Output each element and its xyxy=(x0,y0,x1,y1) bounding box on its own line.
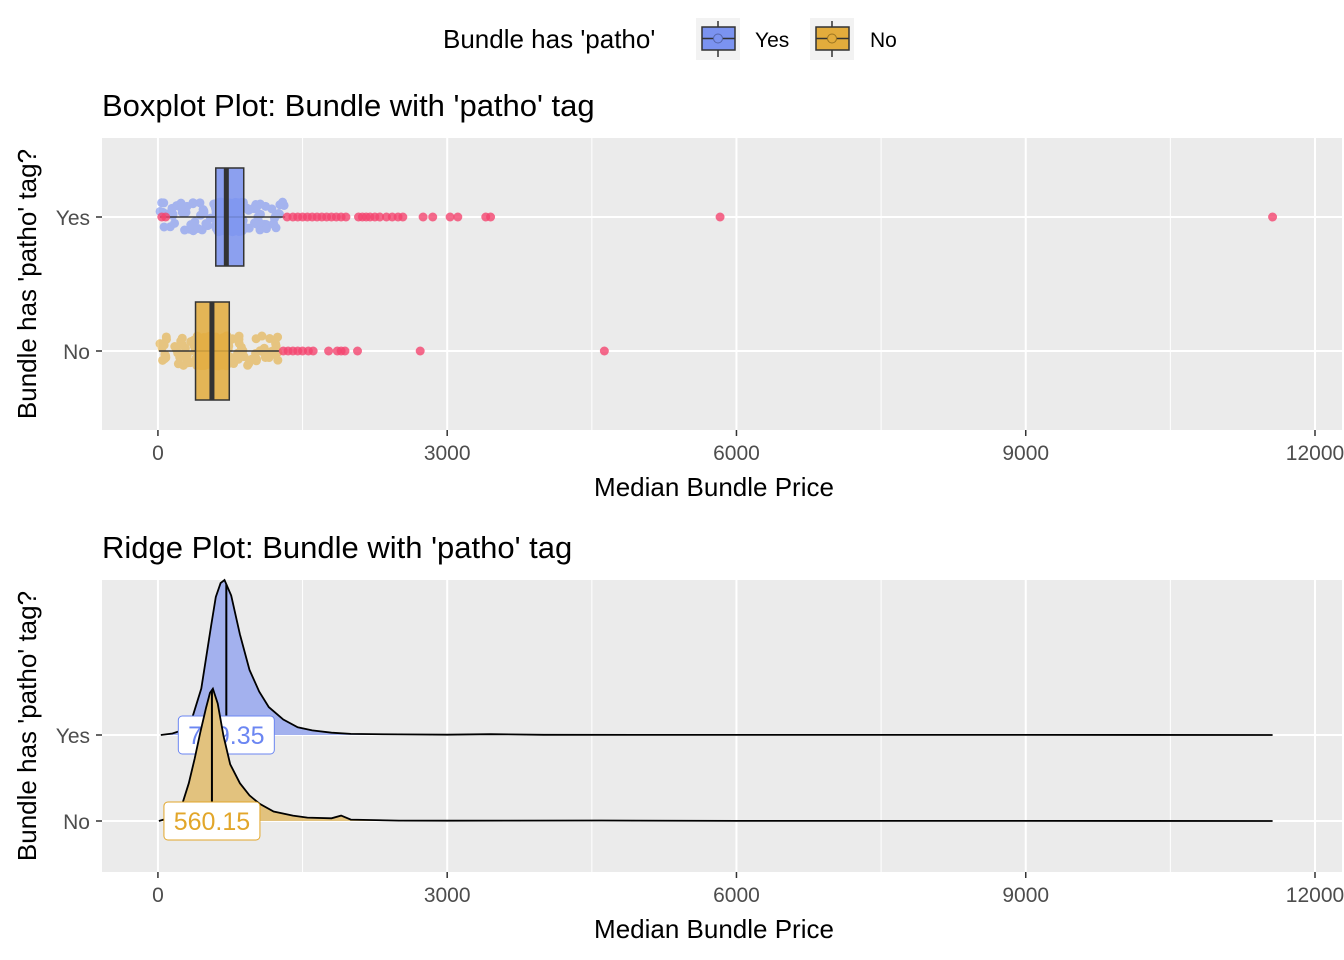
boxplot-axes: 0 3000 6000 9000 12000 Yes No xyxy=(56,207,1344,465)
jitter-point xyxy=(249,218,259,228)
jitter-point xyxy=(205,213,215,223)
jitter-point xyxy=(155,339,165,349)
outlier-point xyxy=(1268,212,1278,222)
jitter-point xyxy=(273,355,283,365)
jitter-point xyxy=(252,201,262,211)
legend-key-point-no xyxy=(827,33,837,44)
jitter-point xyxy=(170,218,180,228)
jitter-point xyxy=(182,350,192,360)
jitter-point xyxy=(176,336,186,346)
jitter-point xyxy=(185,358,195,368)
jitter-point xyxy=(195,198,205,208)
jitter-point xyxy=(172,345,182,355)
boxplot-x-axis-title: Median Bundle Price xyxy=(594,472,834,502)
outlier-point xyxy=(715,212,725,222)
outlier-point xyxy=(486,212,496,222)
jitter-point xyxy=(161,334,171,344)
legend-label-yes: Yes xyxy=(755,29,789,52)
box xyxy=(215,167,245,267)
ridge-series-no: 560.15 xyxy=(158,686,1273,841)
ridge-x-axis-title: Median Bundle Price xyxy=(594,914,834,944)
outlier-point xyxy=(599,346,609,356)
y-tick-label: Yes xyxy=(56,207,90,230)
legend-item-yes: Yes xyxy=(696,18,789,60)
legend-key-point-yes xyxy=(713,33,723,44)
jitter-point xyxy=(167,207,177,217)
ridge-panel xyxy=(102,580,1342,872)
legend-label-no: No xyxy=(870,29,897,52)
outlier-point xyxy=(341,212,351,222)
x-tick-label: 12000 xyxy=(1286,442,1344,465)
y-tick-label: Yes xyxy=(56,725,90,748)
jitter-point xyxy=(233,354,243,364)
jitter-point xyxy=(199,206,209,216)
jitter-point xyxy=(161,351,171,361)
x-tick-label: 12000 xyxy=(1286,884,1344,907)
boxplot-title: Boxplot Plot: Bundle with 'patho' tag xyxy=(102,88,595,123)
jitter-point xyxy=(228,334,238,344)
outliers xyxy=(278,346,609,356)
x-tick-label: 0 xyxy=(152,884,164,907)
x-tick-label: 6000 xyxy=(713,884,760,907)
jitter-point xyxy=(261,224,271,234)
jitter-point xyxy=(186,220,196,230)
x-tick-label: 0 xyxy=(152,442,164,465)
jitter-point xyxy=(275,200,285,210)
outlier-point xyxy=(445,212,455,222)
median-label: 560.15 xyxy=(174,808,250,836)
jitter-point xyxy=(236,342,246,352)
jitter-point xyxy=(180,225,190,235)
legend: Bundle has 'patho' Yes No xyxy=(443,18,897,60)
outlier-point xyxy=(324,346,334,356)
outlier-point xyxy=(340,346,350,356)
x-tick-label: 3000 xyxy=(424,884,471,907)
ridge-outline xyxy=(160,578,1273,736)
jitter-point xyxy=(177,201,187,211)
outlier-point xyxy=(428,212,438,222)
outlier-point xyxy=(353,346,363,356)
boxplot-y-axis-title: Bundle has 'patho' tag? xyxy=(12,149,42,419)
legend-item-no: No xyxy=(810,18,897,60)
x-tick-label: 6000 xyxy=(713,442,760,465)
outlier-point xyxy=(418,212,428,222)
ridge-outline xyxy=(158,686,1273,822)
boxplot-series-yes xyxy=(155,167,1278,267)
boxplot-marks xyxy=(155,167,1278,401)
jitter-point xyxy=(269,220,279,230)
outliers xyxy=(157,212,1278,222)
ridge-axes: 0 3000 6000 9000 12000 Yes No xyxy=(56,725,1344,907)
jitter-point xyxy=(173,359,183,369)
outlier-point xyxy=(398,212,408,222)
outlier-point xyxy=(375,212,385,222)
x-tick-label: 9000 xyxy=(1002,884,1049,907)
jitter-point xyxy=(264,353,274,363)
ridge-y-axis-title: Bundle has 'patho' tag? xyxy=(12,591,42,861)
y-tick-label: No xyxy=(63,811,90,834)
boxplot-panel xyxy=(102,138,1342,430)
median-label-box xyxy=(163,801,261,841)
boxplot-series-no xyxy=(155,301,609,401)
jitter-point xyxy=(159,198,169,208)
ridge-title: Ridge Plot: Bundle with 'patho' tag xyxy=(102,530,572,565)
jitter-point xyxy=(271,343,281,353)
outlier-point xyxy=(415,346,425,356)
y-tick-label: No xyxy=(63,341,90,364)
legend-title: Bundle has 'patho' xyxy=(443,24,655,54)
jitter-point xyxy=(159,222,169,232)
jitter-point xyxy=(273,332,283,342)
outlier-point xyxy=(308,346,318,356)
x-tick-label: 3000 xyxy=(424,442,471,465)
outlier-point xyxy=(161,212,171,222)
jitter-point xyxy=(267,204,277,214)
jitter-point xyxy=(265,334,275,344)
jitter-point xyxy=(251,334,261,344)
x-tick-label: 9000 xyxy=(1002,442,1049,465)
outlier-point xyxy=(453,212,463,222)
